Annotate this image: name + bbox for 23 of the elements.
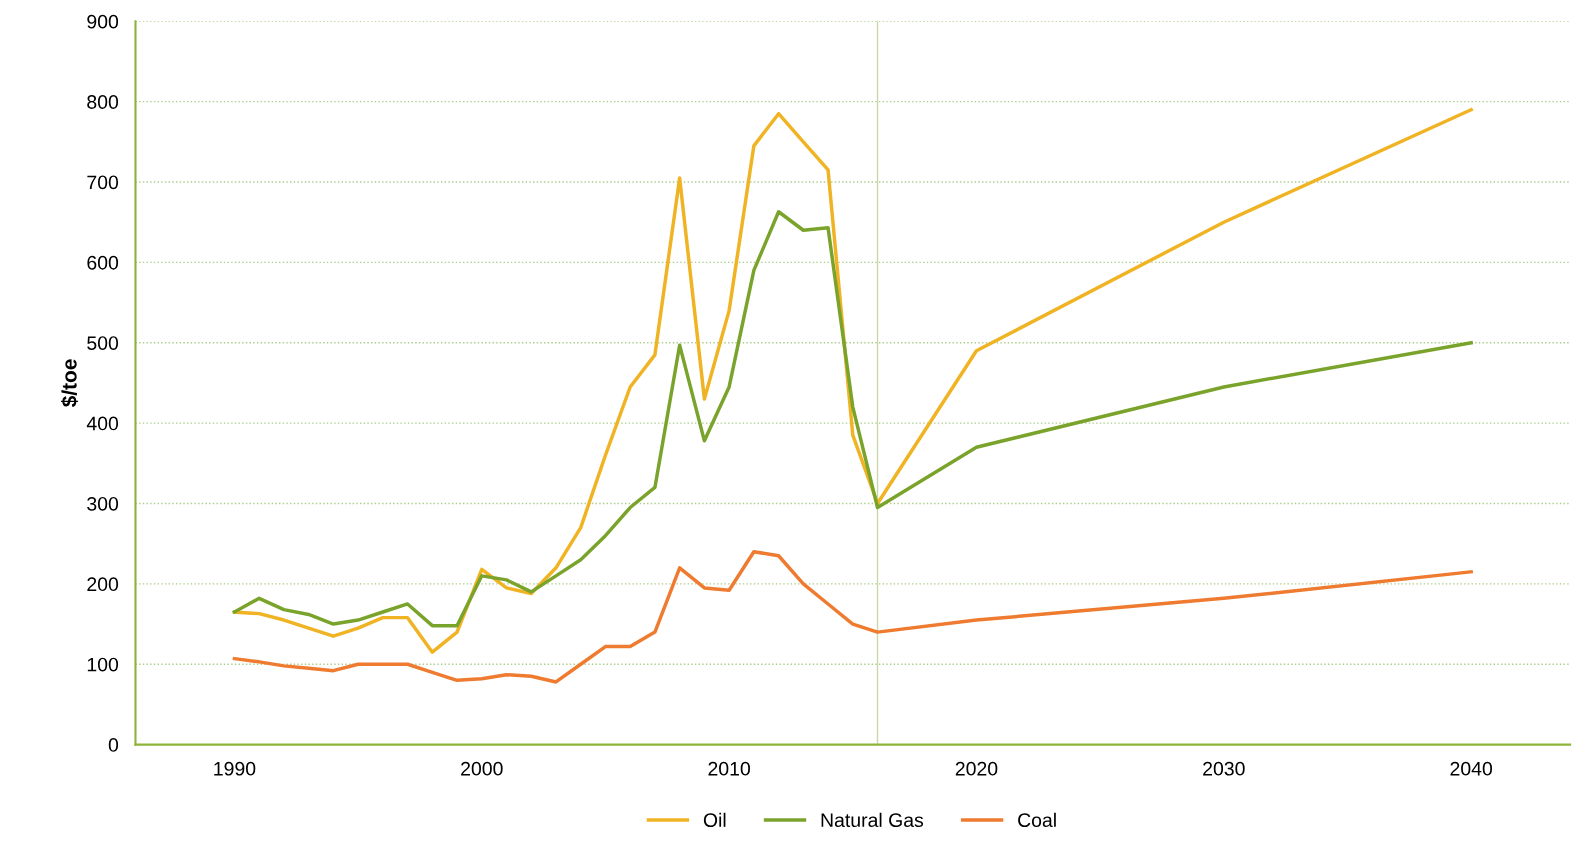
y-tick-label: 600 — [87, 255, 119, 270]
y-axis-title: $/toe — [61, 359, 79, 407]
y-tick-label: 400 — [86, 416, 119, 431]
y-tick-label: 500 — [87, 336, 119, 350]
y-tick-label: 900 — [87, 14, 119, 29]
x-tick-label: 2040 — [1450, 761, 1493, 776]
line-series — [232, 549, 1473, 684]
line-series — [232, 107, 1473, 654]
y-tick-label: 0 — [108, 738, 119, 752]
x-tick-label: 1990 — [214, 761, 256, 776]
y-tick-label: 800 — [87, 95, 119, 109]
x-tick-label: 2010 — [708, 761, 750, 776]
legend-label: Oil — [703, 812, 726, 828]
y-tick-label: 200 — [87, 577, 119, 592]
legend-label: Natural Gas — [821, 812, 924, 828]
legend-label: Coal — [1018, 812, 1056, 828]
line-series — [232, 210, 1473, 628]
x-tick-label: 2020 — [955, 761, 998, 776]
x-tick-label: 2030 — [1203, 761, 1245, 776]
y-tick-label: 300 — [87, 496, 119, 511]
y-tick-label: 700 — [87, 175, 119, 190]
x-tick-label: 2000 — [461, 761, 503, 776]
y-tick-label: 100 — [87, 657, 119, 672]
